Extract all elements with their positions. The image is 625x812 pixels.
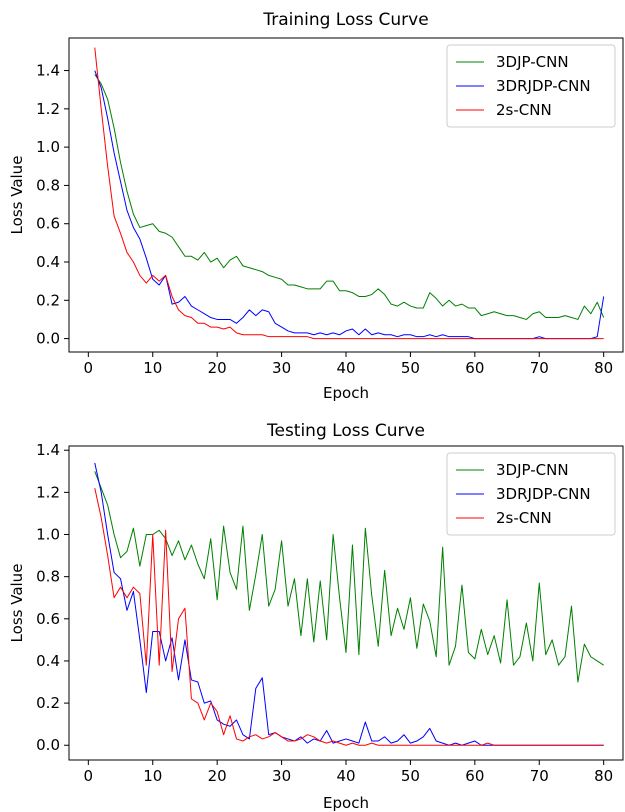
testing-loss-chart: Testing Loss Curve 0 10 20 30 40 50 60 70 80 0.0… <box>8 421 624 812</box>
x-axis-label: Epoch <box>323 794 369 812</box>
x-tick-label: 60 <box>465 767 484 785</box>
series-line-3djp-cnn <box>94 471 604 683</box>
training-loss-chart: Training Loss Curve 0 10 20 30 40 50 60 70 80 0.… <box>8 10 624 402</box>
legend-label: 3DRJDP-CNN <box>496 485 591 503</box>
y-axis-label: Loss Value <box>8 564 26 643</box>
x-tick-label: 20 <box>208 767 227 785</box>
x-tick-label: 30 <box>272 359 291 377</box>
y-axis-label: Loss Value <box>8 156 26 235</box>
y-tick-label: 0.0 <box>36 330 60 348</box>
y-tick-label: 0.8 <box>36 176 60 194</box>
series-line-2s-cnn <box>94 488 604 746</box>
chart-title: Testing Loss Curve <box>266 421 425 441</box>
x-tick-label: 80 <box>594 359 613 377</box>
y-tick-label: 1.4 <box>36 62 60 80</box>
legend: 3DJP-CNN 3DRJDP-CNN 2s-CNN <box>446 452 616 536</box>
x-tick-label: 50 <box>401 767 420 785</box>
x-axis-label: Epoch <box>323 384 369 402</box>
legend-label: 3DJP-CNN <box>496 461 569 479</box>
y-tick-label: 0.4 <box>36 652 60 670</box>
x-tick-label: 80 <box>594 767 613 785</box>
chart-title: Training Loss Curve <box>262 10 428 30</box>
y-tick-label: 1.2 <box>36 483 60 501</box>
y-tick-label: 0.2 <box>36 694 60 712</box>
x-tick-label: 50 <box>401 359 420 377</box>
legend-box <box>446 44 616 128</box>
y-tick-label: 0.0 <box>36 736 60 754</box>
x-tick-label: 30 <box>272 767 291 785</box>
x-tick-label: 70 <box>530 767 549 785</box>
x-tick-label: 0 <box>84 767 94 785</box>
y-tick-label: 0.2 <box>36 291 60 309</box>
x-tick-label: 60 <box>465 359 484 377</box>
x-tick-label: 10 <box>143 767 162 785</box>
legend-label: 2s-CNN <box>496 509 552 527</box>
series-line-3djp-cnn <box>94 74 605 320</box>
legend-label: 3DRJDP-CNN <box>496 77 591 95</box>
y-tick-label: 0.4 <box>36 253 60 271</box>
x-tick-label: 10 <box>143 359 162 377</box>
series-line-2s-cnn <box>94 47 604 340</box>
x-tick-label: 0 <box>84 359 94 377</box>
y-tick-label: 1.0 <box>36 138 60 156</box>
x-tick-label: 70 <box>530 359 549 377</box>
y-tick-label: 1.2 <box>36 100 60 118</box>
legend-label: 2s-CNN <box>496 101 552 119</box>
legend-box <box>446 452 616 536</box>
y-tick-label: 0.6 <box>36 610 60 628</box>
y-tick-label: 0.8 <box>36 568 60 586</box>
y-tick-label: 1.0 <box>36 526 60 544</box>
legend-label: 3DJP-CNN <box>496 53 569 71</box>
x-tick-label: 20 <box>208 359 227 377</box>
x-tick-label: 40 <box>336 359 355 377</box>
legend: 3DJP-CNN 3DRJDP-CNN 2s-CNN <box>446 44 616 128</box>
x-tick-label: 40 <box>336 767 355 785</box>
y-tick-label: 0.6 <box>36 215 60 233</box>
y-tick-label: 1.4 <box>36 441 60 459</box>
